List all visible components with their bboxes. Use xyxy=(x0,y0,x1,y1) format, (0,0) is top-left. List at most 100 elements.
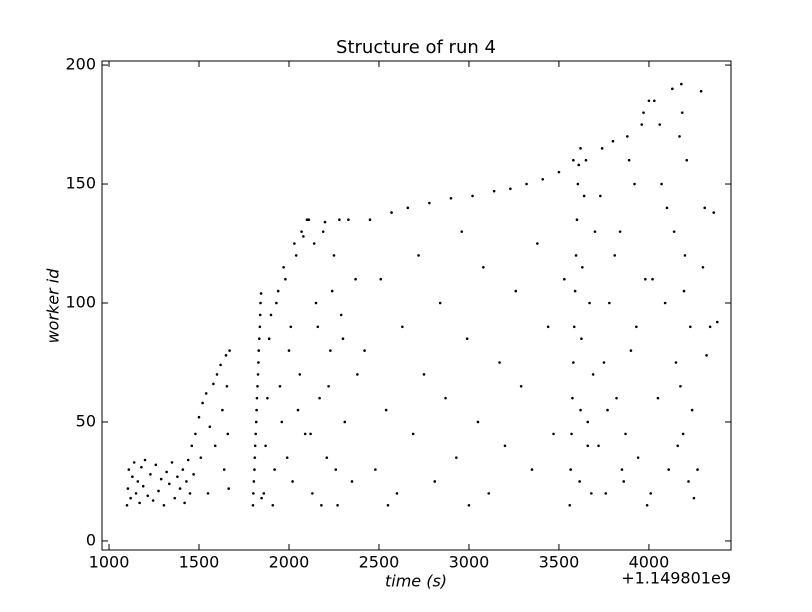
x-tick-label: 3000 xyxy=(449,553,490,572)
point xyxy=(197,415,201,419)
point xyxy=(226,432,230,436)
point xyxy=(208,425,212,429)
point xyxy=(573,289,577,293)
point xyxy=(125,503,129,507)
point xyxy=(255,396,259,400)
y-tick-label: 150 xyxy=(65,174,96,193)
point xyxy=(185,480,188,483)
point xyxy=(251,503,255,507)
point xyxy=(325,456,329,459)
point xyxy=(173,496,177,500)
point xyxy=(262,492,266,495)
point xyxy=(194,432,197,436)
point xyxy=(705,354,708,357)
x-tick-label: 1500 xyxy=(179,553,220,572)
point xyxy=(146,494,150,498)
point xyxy=(384,408,388,412)
point xyxy=(253,444,257,448)
point xyxy=(525,182,528,186)
point xyxy=(503,444,507,448)
point xyxy=(615,396,618,400)
point xyxy=(487,492,491,495)
point xyxy=(674,361,678,364)
point xyxy=(449,197,453,200)
point xyxy=(178,487,182,490)
point xyxy=(199,456,203,459)
point xyxy=(260,496,263,500)
point xyxy=(336,503,339,507)
point xyxy=(264,444,267,448)
point xyxy=(569,468,572,471)
x-tick-label: 2500 xyxy=(359,553,400,572)
point xyxy=(170,461,174,464)
point xyxy=(411,432,415,436)
point xyxy=(593,230,597,233)
point xyxy=(644,277,647,281)
point xyxy=(690,408,694,412)
point xyxy=(633,182,636,186)
point xyxy=(296,408,300,412)
point xyxy=(581,266,584,269)
point xyxy=(363,349,366,352)
point xyxy=(696,468,699,471)
point xyxy=(401,325,404,329)
point xyxy=(680,82,683,86)
point xyxy=(498,361,501,364)
point xyxy=(253,468,256,471)
point xyxy=(276,289,280,293)
point xyxy=(134,492,138,495)
point xyxy=(302,235,305,238)
point xyxy=(541,177,545,181)
x-axis-label: time (s) xyxy=(385,572,447,591)
point xyxy=(271,503,275,507)
point xyxy=(671,87,674,91)
point xyxy=(311,492,314,495)
point xyxy=(168,482,171,486)
point xyxy=(255,408,258,412)
point xyxy=(546,325,550,329)
point xyxy=(579,147,582,150)
point xyxy=(154,463,158,467)
point xyxy=(280,420,284,424)
point xyxy=(627,158,631,162)
point xyxy=(712,211,716,214)
point xyxy=(350,480,354,483)
x-tick-label: 4000 xyxy=(629,553,670,572)
point xyxy=(321,230,325,233)
point xyxy=(132,461,136,464)
point xyxy=(330,289,334,293)
point xyxy=(309,432,312,436)
point xyxy=(293,242,296,245)
point xyxy=(626,135,629,138)
point xyxy=(332,254,336,257)
point xyxy=(149,473,152,476)
point xyxy=(599,194,602,198)
point xyxy=(257,349,261,352)
point xyxy=(676,444,680,448)
point xyxy=(557,170,561,174)
point xyxy=(444,396,447,400)
point xyxy=(278,384,282,388)
point xyxy=(552,432,555,436)
point xyxy=(181,468,185,471)
point xyxy=(584,158,588,162)
point xyxy=(275,301,278,305)
point xyxy=(341,337,345,340)
point xyxy=(570,432,573,436)
point xyxy=(390,211,393,214)
point xyxy=(368,218,372,222)
point xyxy=(379,277,383,281)
point xyxy=(701,266,705,269)
point xyxy=(536,242,539,245)
point xyxy=(649,492,653,495)
point xyxy=(572,158,575,162)
point xyxy=(386,503,390,507)
point xyxy=(294,254,298,257)
point xyxy=(228,349,231,352)
point xyxy=(141,484,145,488)
point xyxy=(183,501,186,505)
point xyxy=(433,480,437,483)
point xyxy=(692,496,696,500)
point xyxy=(252,492,255,495)
